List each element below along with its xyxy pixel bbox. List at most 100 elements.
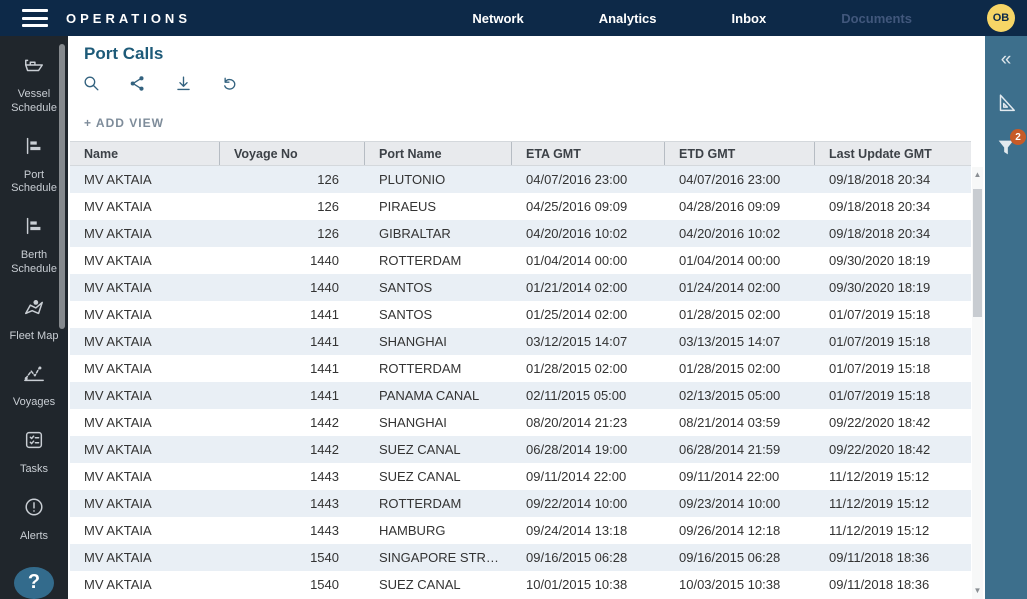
cell-etd-gmt: 09/11/2014 22:00 — [679, 469, 780, 484]
scroll-down-arrow-icon[interactable]: ▼ — [973, 586, 982, 595]
nav-item-inbox[interactable]: Inbox — [731, 10, 767, 26]
cell-eta-gmt: 06/28/2014 19:00 — [526, 442, 628, 457]
cell-port-name: PANAMA CANAL — [379, 388, 480, 403]
nav-item-analytics[interactable]: Analytics — [598, 10, 657, 26]
table-scrollbar[interactable]: ▲ ▼ — [972, 167, 983, 599]
scrollbar-thumb[interactable] — [973, 189, 982, 317]
column-header-eta-gmt[interactable]: ETA GMT — [512, 142, 665, 165]
table-row[interactable]: MV AKTAIA 1442 SUEZ CANAL 06/28/2014 19:… — [70, 436, 971, 463]
collapse-panel-button[interactable]: « — [1001, 50, 1012, 70]
cell-etd-gmt: 09/16/2015 06:28 — [679, 550, 781, 565]
cell-eta-gmt: 04/07/2016 23:00 — [526, 172, 628, 187]
share-icon[interactable] — [128, 74, 147, 93]
search-icon[interactable] — [82, 74, 101, 93]
table-row[interactable]: MV AKTAIA 126 PIRAEUS 04/25/2016 09:09 0… — [70, 193, 971, 220]
cell-port-name: SHANGHAI — [379, 415, 447, 430]
cell-name: MV AKTAIA — [84, 415, 152, 430]
cell-eta-gmt: 04/25/2016 09:09 — [526, 199, 628, 214]
table-row[interactable]: MV AKTAIA 126 PLUTONIO 04/07/2016 23:00 … — [70, 166, 971, 193]
cell-voyage-no: 1540 — [310, 550, 339, 565]
sidebar-scrollbar[interactable] — [59, 44, 65, 329]
cell-voyage-no: 126 — [317, 226, 339, 241]
sidebar-item-tasks[interactable]: Tasks — [3, 429, 65, 477]
cell-voyage-no: 126 — [317, 199, 339, 214]
cell-name: MV AKTAIA — [84, 307, 152, 322]
table-row[interactable]: MV AKTAIA 1441 SHANGHAI 03/12/2015 14:07… — [70, 328, 971, 355]
cell-voyage-no: 1441 — [310, 334, 339, 349]
column-header-etd-gmt[interactable]: ETD GMT — [665, 142, 815, 165]
set-square-tool-button[interactable] — [995, 92, 1017, 114]
cell-name: MV AKTAIA — [84, 577, 152, 592]
column-header-voyage-no[interactable]: Voyage No — [220, 142, 365, 165]
table-row[interactable]: MV AKTAIA 126 GIBRALTAR 04/20/2016 10:02… — [70, 220, 971, 247]
sidebar-item-alerts[interactable]: Alerts — [3, 496, 65, 544]
cell-eta-gmt: 09/16/2015 06:28 — [526, 550, 628, 565]
cell-port-name: SANTOS — [379, 280, 433, 295]
cell-last-update-gmt: 09/18/2018 20:34 — [829, 226, 931, 241]
cell-eta-gmt: 01/04/2014 00:00 — [526, 253, 628, 268]
table-row[interactable]: MV AKTAIA 1443 ROTTERDAM 09/22/2014 10:0… — [70, 490, 971, 517]
cell-voyage-no: 1443 — [310, 496, 339, 511]
cell-etd-gmt: 10/03/2015 10:38 — [679, 577, 781, 592]
help-button[interactable]: ? — [14, 566, 54, 599]
hamburger-menu-icon[interactable] — [22, 9, 48, 27]
port-calls-table: Name Voyage No Port Name ETA GMT ETD GMT… — [70, 141, 971, 599]
table-row[interactable]: MV AKTAIA 1441 ROTTERDAM 01/28/2015 02:0… — [70, 355, 971, 382]
table-row[interactable]: MV AKTAIA 1441 PANAMA CANAL 02/11/2015 0… — [70, 382, 971, 409]
sidebar-item-label: Tasks — [19, 463, 49, 475]
table-row[interactable]: MV AKTAIA 1540 SUEZ CANAL 10/01/2015 10:… — [70, 571, 971, 598]
cell-port-name: ROTTERDAM — [379, 361, 462, 376]
cell-etd-gmt: 04/07/2016 23:00 — [679, 172, 781, 187]
sidebar-item-berth-schedule[interactable]: Berth Schedule — [3, 215, 65, 277]
sidebar-item-fleet-map[interactable]: Fleet Map — [3, 296, 65, 344]
undo-icon[interactable] — [220, 74, 239, 93]
cell-eta-gmt: 08/20/2014 21:23 — [526, 415, 628, 430]
cell-etd-gmt: 09/26/2014 12:18 — [679, 523, 781, 538]
scroll-up-arrow-icon[interactable]: ▲ — [973, 170, 982, 179]
table-row[interactable]: MV AKTAIA 1443 SUEZ CANAL 09/11/2014 22:… — [70, 463, 971, 490]
cell-last-update-gmt: 09/18/2018 20:34 — [829, 199, 931, 214]
column-header-last-update-gmt[interactable]: Last Update GMT — [829, 146, 932, 161]
cell-etd-gmt: 01/28/2015 02:00 — [679, 307, 781, 322]
table-row[interactable]: MV AKTAIA 1440 ROTTERDAM 01/04/2014 00:0… — [70, 247, 971, 274]
cell-last-update-gmt: 01/07/2019 15:18 — [829, 361, 931, 376]
left-sidebar: Vessel Schedule Port Schedule Berth Sche… — [0, 36, 68, 599]
cell-port-name: SUEZ CANAL — [379, 442, 461, 457]
filter-button[interactable]: 2 — [995, 129, 1026, 158]
toolbar — [82, 74, 239, 93]
sidebar-item-voyages[interactable]: Voyages — [3, 362, 65, 410]
table-row[interactable]: MV AKTAIA 1441 SANTOS 01/25/2014 02:00 0… — [70, 301, 971, 328]
user-avatar[interactable]: OB — [987, 4, 1015, 32]
cell-last-update-gmt: 09/22/2020 18:42 — [829, 442, 931, 457]
sidebar-item-vessel-schedule[interactable]: Vessel Schedule — [3, 54, 65, 116]
column-header-name[interactable]: Name — [70, 142, 220, 165]
table-body: MV AKTAIA 126 PLUTONIO 04/07/2016 23:00 … — [70, 166, 971, 598]
cell-last-update-gmt: 11/12/2019 15:12 — [829, 496, 930, 511]
column-header-port-name[interactable]: Port Name — [365, 142, 512, 165]
download-icon[interactable] — [174, 74, 193, 93]
cell-voyage-no: 126 — [317, 172, 339, 187]
cell-name: MV AKTAIA — [84, 172, 152, 187]
table-row[interactable]: MV AKTAIA 1540 SINGAPORE STR… 09/16/2015… — [70, 544, 971, 571]
table-row[interactable]: MV AKTAIA 1443 HAMBURG 09/24/2014 13:18 … — [70, 517, 971, 544]
sidebar-item-port-schedule[interactable]: Port Schedule — [3, 135, 65, 197]
cell-name: MV AKTAIA — [84, 496, 152, 511]
filter-icon — [995, 136, 1017, 158]
ship-icon — [23, 54, 45, 81]
cell-etd-gmt: 03/13/2015 14:07 — [679, 334, 781, 349]
cell-etd-gmt: 08/21/2014 03:59 — [679, 415, 781, 430]
set-square-icon — [995, 92, 1017, 114]
add-view-button[interactable]: + ADD VIEW — [84, 116, 164, 130]
cell-etd-gmt: 04/28/2016 09:09 — [679, 199, 781, 214]
nav-item-network[interactable]: Network — [472, 10, 524, 26]
cell-etd-gmt: 01/24/2014 02:00 — [679, 280, 781, 295]
cell-eta-gmt: 09/11/2014 22:00 — [526, 469, 627, 484]
cell-port-name: ROTTERDAM — [379, 253, 462, 268]
cell-voyage-no: 1443 — [310, 469, 339, 484]
checklist-icon — [23, 429, 45, 456]
table-row[interactable]: MV AKTAIA 1440 SANTOS 01/21/2014 02:00 0… — [70, 274, 971, 301]
table-row[interactable]: MV AKTAIA 1442 SHANGHAI 08/20/2014 21:23… — [70, 409, 971, 436]
cell-eta-gmt: 01/21/2014 02:00 — [526, 280, 628, 295]
filter-badge: 2 — [1010, 129, 1026, 145]
cell-eta-gmt: 03/12/2015 14:07 — [526, 334, 628, 349]
